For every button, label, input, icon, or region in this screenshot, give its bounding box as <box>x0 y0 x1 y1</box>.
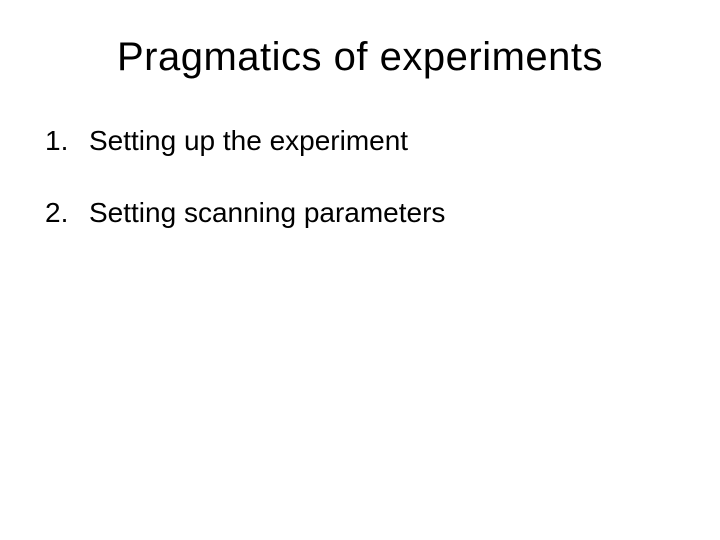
list-item-text: Setting scanning parameters <box>89 197 680 229</box>
content-list: 1. Setting up the experiment 2. Setting … <box>40 125 680 229</box>
slide-title: Pragmatics of experiments <box>40 35 680 80</box>
list-item-text: Setting up the experiment <box>89 125 680 157</box>
list-item: 1. Setting up the experiment <box>45 125 680 157</box>
slide-container: Pragmatics of experiments 1. Setting up … <box>0 0 720 540</box>
list-item-number: 1. <box>45 125 77 157</box>
list-item-number: 2. <box>45 197 77 229</box>
list-item: 2. Setting scanning parameters <box>45 197 680 229</box>
